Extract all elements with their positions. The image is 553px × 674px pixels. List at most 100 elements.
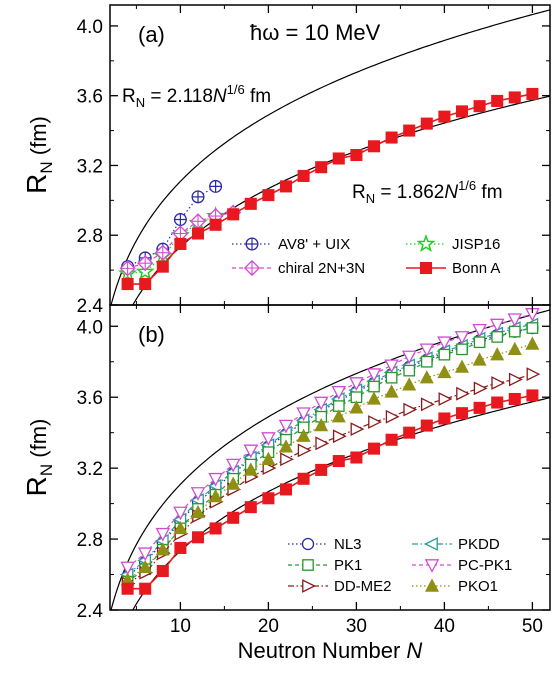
data-point bbox=[438, 348, 451, 361]
data-point bbox=[315, 463, 328, 476]
data-point bbox=[384, 359, 399, 374]
data-point bbox=[366, 391, 382, 405]
data-point bbox=[297, 169, 310, 182]
legend-label: NL3 bbox=[334, 536, 362, 553]
data-point-cross bbox=[192, 191, 204, 203]
data-point bbox=[472, 323, 487, 338]
data-point bbox=[262, 492, 275, 505]
data-point bbox=[403, 364, 416, 377]
legend-label: PKDD bbox=[458, 536, 500, 553]
y-axis-title: RN (fm) bbox=[21, 419, 56, 497]
data-point bbox=[385, 409, 400, 424]
data-point bbox=[261, 451, 276, 465]
legend: AV8' + UIX JISP16 chiral 2N+3N Bonn A bbox=[232, 234, 500, 277]
x-ticks: 10 20 30 40 50 bbox=[135, 305, 543, 637]
data-point bbox=[209, 179, 223, 193]
legend-label: PK1 bbox=[334, 557, 362, 574]
formula-unit: fm bbox=[245, 86, 271, 107]
data-point bbox=[456, 386, 470, 401]
formula-var: N bbox=[444, 182, 458, 203]
data-point bbox=[420, 117, 433, 130]
data-point bbox=[473, 336, 486, 349]
data-point bbox=[507, 313, 523, 328]
legend-label: chiral 2N+3N bbox=[278, 260, 365, 277]
data-point bbox=[120, 561, 135, 576]
y-axis-title-unit: (fm) bbox=[26, 116, 51, 161]
data-point bbox=[191, 531, 205, 544]
data-point bbox=[278, 439, 294, 453]
data-point bbox=[173, 506, 188, 521]
data-point bbox=[367, 442, 381, 455]
panel-label: (a) bbox=[138, 22, 165, 47]
data-point bbox=[508, 91, 521, 104]
y-axis-title-sub: N bbox=[37, 464, 56, 476]
data-point bbox=[472, 352, 487, 366]
data-point bbox=[491, 94, 504, 107]
data-point bbox=[473, 100, 486, 113]
data-point bbox=[350, 451, 363, 464]
reference-curve-upper bbox=[110, 9, 550, 305]
series-group bbox=[119, 308, 541, 595]
formula-sub: N bbox=[366, 191, 375, 206]
data-point bbox=[368, 380, 380, 393]
data-point bbox=[280, 452, 294, 467]
data-point bbox=[473, 401, 486, 414]
legend-marker bbox=[301, 537, 315, 551]
data-point bbox=[438, 110, 451, 123]
data-point bbox=[368, 415, 382, 429]
y-tick-label: 3.6 bbox=[77, 87, 103, 108]
data-point bbox=[261, 432, 276, 446]
data-point bbox=[209, 218, 222, 231]
data-point bbox=[420, 397, 435, 412]
data-point bbox=[296, 428, 311, 442]
data-point bbox=[525, 336, 540, 350]
data-point-cross bbox=[138, 255, 153, 271]
panel-b: 2.4 2.8 3.2 3.6 4.0 10 20 30 40 50 Neutron Number … bbox=[21, 304, 551, 663]
data-point bbox=[315, 161, 328, 174]
y-tick-label: 3.6 bbox=[77, 388, 103, 409]
legend-marker bbox=[245, 237, 259, 251]
data-point bbox=[191, 190, 205, 204]
legend-marker-cross bbox=[246, 238, 258, 250]
legend-entry: JISP16 bbox=[406, 234, 500, 253]
data-point bbox=[279, 483, 293, 496]
data-point bbox=[455, 105, 469, 118]
data-point bbox=[190, 487, 206, 501]
legend: NL3 PKDD PK1 PC-PK1 DD-ME2 PKO1 bbox=[288, 536, 512, 595]
data-point bbox=[403, 402, 418, 417]
panel-label: (b) bbox=[138, 322, 165, 347]
x-tick-label: 20 bbox=[258, 616, 279, 637]
data-point bbox=[507, 341, 522, 356]
legend-entry: PKDD bbox=[412, 536, 500, 553]
y-tick-label: 2.4 bbox=[77, 601, 104, 622]
data-point bbox=[156, 260, 169, 273]
data-point bbox=[121, 278, 134, 291]
y-tick-label: 2.8 bbox=[77, 530, 103, 551]
data-point bbox=[296, 407, 311, 422]
series-pc-pk1 bbox=[120, 308, 540, 576]
data-point bbox=[173, 213, 187, 227]
data-point bbox=[225, 458, 241, 473]
data-point bbox=[314, 418, 329, 432]
data-point bbox=[491, 396, 504, 409]
legend-label: Bonn A bbox=[452, 260, 500, 277]
data-point bbox=[189, 213, 207, 230]
data-point bbox=[279, 180, 293, 193]
data-point bbox=[402, 377, 417, 391]
x-ticks bbox=[135, 5, 534, 305]
y-tick-label: 3.2 bbox=[77, 459, 103, 480]
data-point bbox=[173, 520, 188, 535]
data-point bbox=[138, 559, 153, 574]
data-point bbox=[208, 488, 223, 503]
data-point bbox=[297, 443, 312, 458]
data-point bbox=[119, 260, 136, 277]
formula-sub: N bbox=[136, 95, 145, 110]
data-point bbox=[332, 429, 347, 444]
data-point bbox=[155, 542, 170, 556]
data-point bbox=[367, 140, 381, 153]
data-point bbox=[526, 87, 539, 100]
y-axis-title-main: R bbox=[21, 174, 52, 194]
data-point bbox=[315, 436, 330, 451]
x-tick-label: 30 bbox=[346, 616, 367, 637]
